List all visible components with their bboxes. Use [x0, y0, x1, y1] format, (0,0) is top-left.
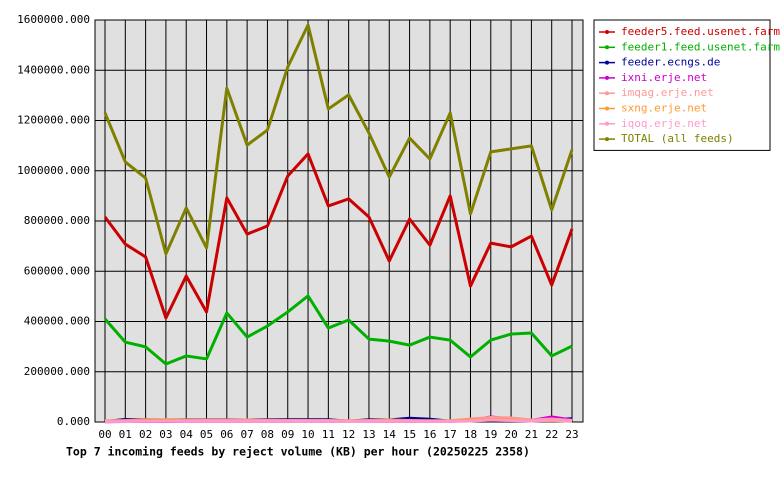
x-tick-label: 09 — [281, 428, 294, 441]
y-tick-label: 1000000.000 — [17, 164, 90, 177]
x-tick-label: 15 — [403, 428, 416, 441]
y-tick-label: 600000.000 — [24, 264, 90, 277]
chart-title: Top 7 incoming feeds by reject volume (K… — [66, 445, 530, 459]
legend-label: sxng.erje.net — [621, 102, 707, 115]
x-tick-label: 18 — [464, 428, 477, 441]
legend-dot — [605, 137, 609, 142]
y-tick-label: 1400000.000 — [17, 63, 90, 76]
series-line — [103, 152, 574, 320]
legend-dot — [605, 60, 609, 65]
y-tick-label: 1200000.000 — [17, 114, 90, 127]
x-tick-label: 19 — [484, 428, 497, 441]
x-tick-label: 06 — [220, 428, 233, 441]
legend-dot — [605, 75, 609, 80]
x-tick-label: 02 — [139, 428, 152, 441]
x-tick-label: 04 — [180, 428, 194, 441]
legend-dot — [605, 121, 609, 126]
legend-dot — [605, 30, 609, 34]
x-tick-label: 17 — [444, 428, 457, 441]
y-tick-label: 1600000.000 — [17, 13, 90, 26]
x-tick-label: 20 — [504, 428, 517, 441]
x-tick-label: 00 — [98, 428, 111, 441]
x-tick-label: 16 — [423, 428, 436, 441]
legend-label: feeder5.feed.usenet.farm — [621, 25, 780, 38]
legend-label: iqoq.erje.net — [621, 117, 707, 130]
x-tick-label: 13 — [362, 428, 375, 441]
x-tick-label: 22 — [545, 428, 558, 441]
legend-label: feeder.ecngs.de — [621, 56, 720, 69]
x-tick-label: 11 — [322, 428, 335, 441]
series-line — [103, 23, 574, 256]
series-line — [103, 294, 573, 366]
x-tick-label: 03 — [159, 428, 172, 441]
legend-box — [593, 19, 771, 151]
x-tick-label: 21 — [525, 428, 538, 441]
y-tick-label: 400000.000 — [24, 315, 90, 328]
y-tick-label: 200000.000 — [24, 365, 90, 378]
x-tick-label: 05 — [200, 428, 213, 441]
x-tick-label: 07 — [241, 428, 254, 441]
x-tick-label: 10 — [301, 428, 314, 441]
x-tick-label: 12 — [342, 428, 355, 441]
legend-label: imqag.erje.net — [621, 86, 714, 99]
legend-label: TOTAL (all feeds) — [621, 132, 734, 145]
x-tick-label: 14 — [383, 428, 397, 441]
legend-label: ixni.erje.net — [621, 71, 707, 84]
y-tick-label: 800000.000 — [24, 214, 90, 227]
x-tick-label: 01 — [119, 428, 132, 441]
legend-dot — [605, 91, 609, 96]
x-tick-label: 08 — [261, 428, 274, 441]
x-tick-label: 23 — [565, 428, 578, 441]
series-line — [105, 418, 573, 423]
y-tick-label: 0.000 — [57, 415, 90, 428]
legend-label: feeder1.feed.usenet.farm — [621, 40, 780, 53]
legend-dot — [605, 106, 609, 111]
legend-dot — [605, 45, 609, 50]
